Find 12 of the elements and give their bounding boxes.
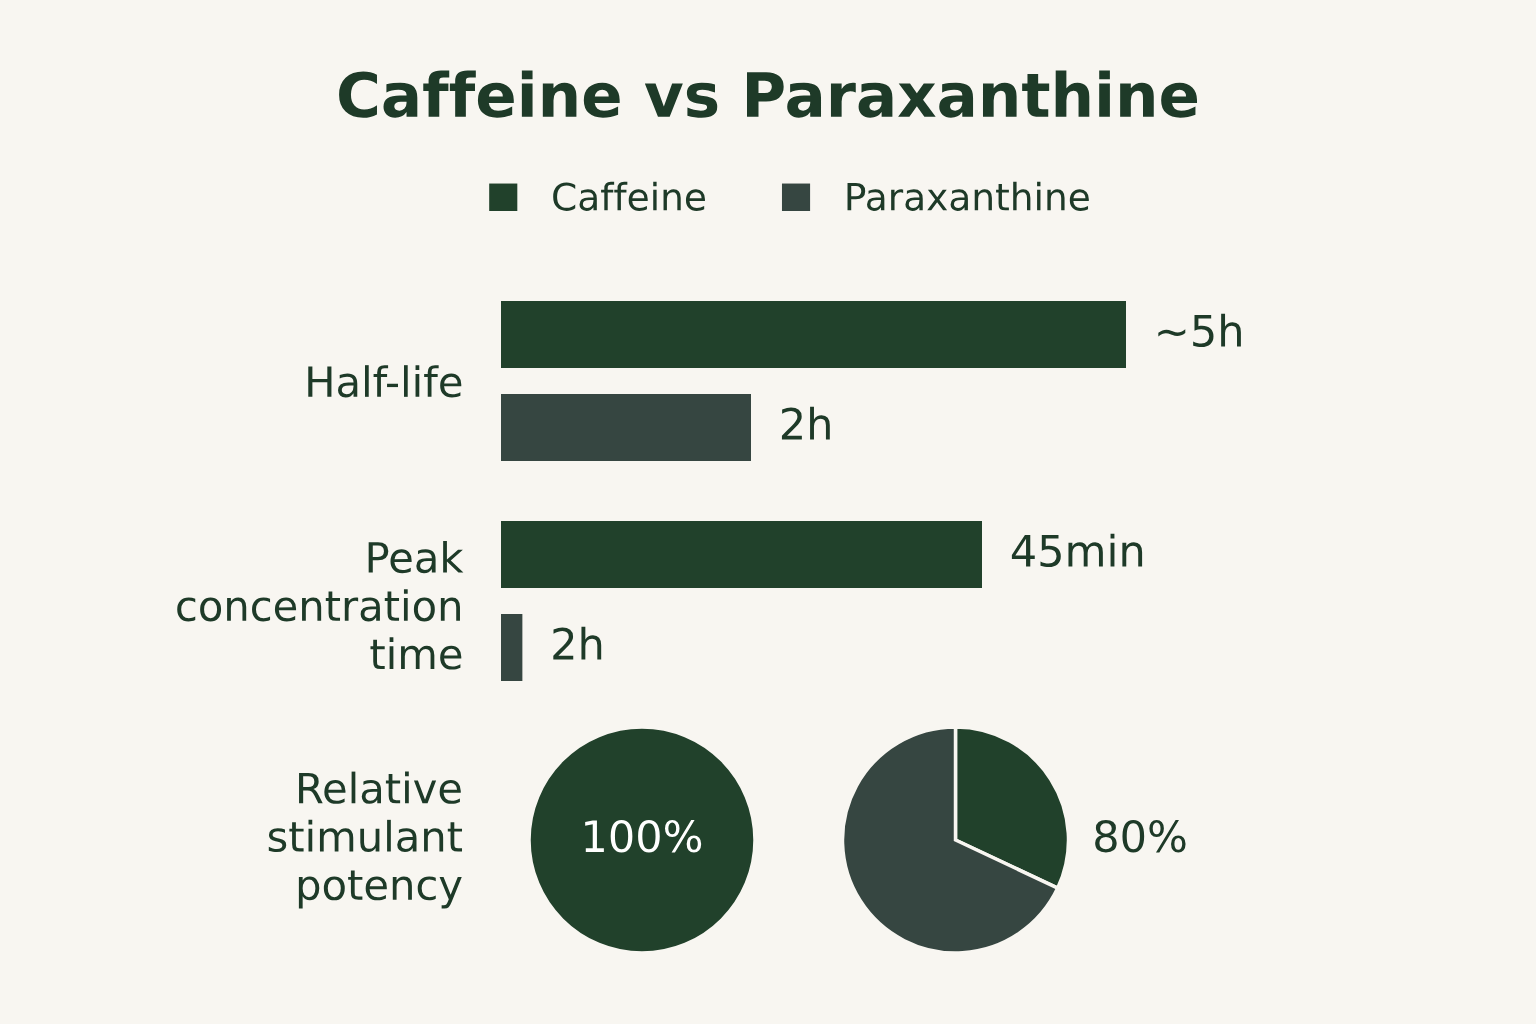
data-label: 2h (553, 626, 602, 660)
text: 80% (1095, 819, 1186, 853)
legend-label: Caffeine (553, 181, 705, 211)
legend-label: Paraxanthine (847, 181, 1089, 211)
data-label: ~5h (1158, 313, 1241, 347)
chart-title: Caffeine vs Paraxanthine (339, 70, 1198, 118)
data-label: 45min (1011, 533, 1143, 567)
y-tick-label: Peak concentration time (177, 540, 464, 670)
text: Relative stimulant potency (268, 771, 463, 909)
y-tick-label: Half-life (308, 365, 462, 398)
data-label: 100% (585, 819, 702, 853)
data-label: 2h (781, 406, 830, 440)
